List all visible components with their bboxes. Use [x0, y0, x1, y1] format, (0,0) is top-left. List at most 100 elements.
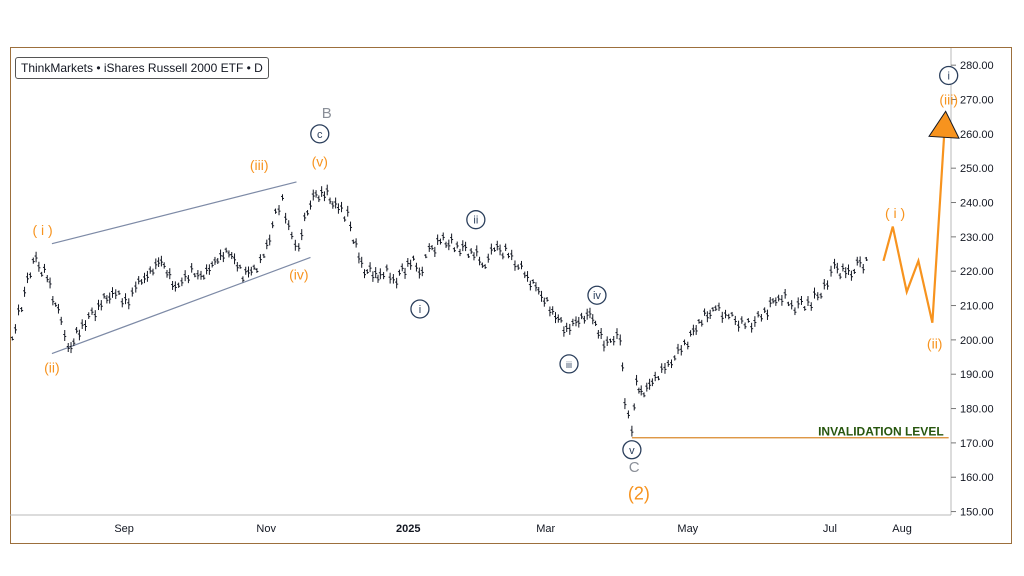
price-bar [669, 359, 673, 369]
price-bar [737, 320, 741, 332]
price-bar [59, 316, 63, 325]
price-bar [835, 262, 839, 274]
price-bar [23, 286, 27, 297]
price-bar [412, 255, 416, 261]
price-bar [559, 317, 563, 323]
price-bar [230, 252, 234, 260]
price-bar [287, 220, 291, 231]
price-bar [117, 290, 121, 296]
price-bar [56, 303, 60, 314]
price-bar [472, 252, 476, 261]
price-bar [343, 216, 347, 222]
price-bar [816, 292, 820, 301]
price-bar [777, 294, 781, 302]
price-bar [574, 316, 578, 327]
price-bar [265, 239, 269, 250]
price-bar [186, 275, 190, 284]
price-bar [626, 410, 630, 419]
wave-label-circle [939, 65, 959, 86]
price-bar [438, 238, 442, 245]
price-bar [255, 268, 259, 273]
price-bar [54, 302, 58, 307]
price-bar [648, 378, 652, 390]
price-bar [594, 320, 598, 327]
price-bar [331, 201, 335, 209]
price-bar [637, 387, 641, 394]
price-bar [325, 184, 329, 196]
price-bar [80, 319, 84, 329]
price-bar [328, 197, 332, 205]
price-bar [25, 272, 29, 284]
price-bar [72, 338, 76, 347]
price-bar [571, 318, 575, 327]
price-bar [819, 292, 823, 299]
price-bar [466, 253, 470, 258]
price-bar [268, 234, 272, 246]
wave-label: (ii) [927, 335, 943, 351]
price-bar [780, 295, 784, 306]
price-bar [75, 326, 79, 334]
chart-title-box: ThinkMarkets • iShares Russell 2000 ETF … [15, 57, 269, 79]
price-bar [51, 296, 55, 306]
price-bar [858, 256, 862, 268]
price-bar [464, 241, 468, 252]
price-bar [724, 309, 728, 319]
price-bar [213, 256, 217, 265]
price-bar [542, 297, 546, 307]
price-bar [635, 374, 639, 386]
price-bar [336, 203, 340, 214]
price-bar [134, 281, 138, 293]
price-bar [368, 262, 372, 273]
y-tick-label: 150.00 [960, 507, 994, 519]
price-bar [849, 270, 853, 281]
price-bar [162, 262, 166, 269]
price-bar [10, 336, 14, 341]
price-bar [340, 201, 344, 213]
y-tick-label: 280.00 [960, 60, 994, 72]
price-bar [714, 305, 718, 312]
price-bar [87, 312, 91, 319]
price-bar [864, 256, 868, 261]
price-bar [400, 263, 404, 272]
price-bar [235, 262, 239, 272]
price-bar [844, 267, 848, 279]
price-bar [210, 261, 214, 268]
price-bar [277, 205, 281, 216]
y-tick-label: 190.00 [960, 369, 994, 381]
x-tick-label: May [677, 523, 698, 535]
channel-line [51, 181, 297, 245]
wave-label: (iii) [250, 157, 269, 173]
price-bar [124, 293, 128, 305]
price-bar [750, 322, 754, 333]
price-bar [612, 335, 616, 346]
price-bar [730, 311, 734, 317]
price-bar [334, 197, 338, 209]
price-bar [639, 385, 643, 396]
price-bar [143, 272, 147, 284]
price-bar [168, 268, 172, 280]
price-bar [551, 306, 555, 315]
price-bar [171, 281, 175, 290]
price-bar [526, 271, 530, 282]
price-bar [205, 264, 209, 275]
y-tick-label: 200.00 [960, 335, 994, 347]
y-tick-label: 260.00 [960, 129, 994, 141]
price-bar [433, 246, 437, 257]
y-tick-label: 250.00 [960, 163, 994, 175]
price-bar [430, 245, 434, 251]
price-bar [450, 233, 454, 244]
price-bar [478, 256, 482, 266]
price-bar [759, 313, 763, 322]
price-bar [83, 320, 87, 331]
price-bar [697, 319, 701, 324]
price-bar [290, 231, 294, 240]
price-bar [105, 295, 109, 304]
price-bar [137, 276, 141, 285]
price-bar [207, 264, 211, 275]
price-bar [93, 310, 97, 322]
price-bar [663, 363, 667, 374]
price-bar [516, 264, 520, 270]
price-bar [489, 243, 493, 255]
price-bar [102, 292, 106, 299]
